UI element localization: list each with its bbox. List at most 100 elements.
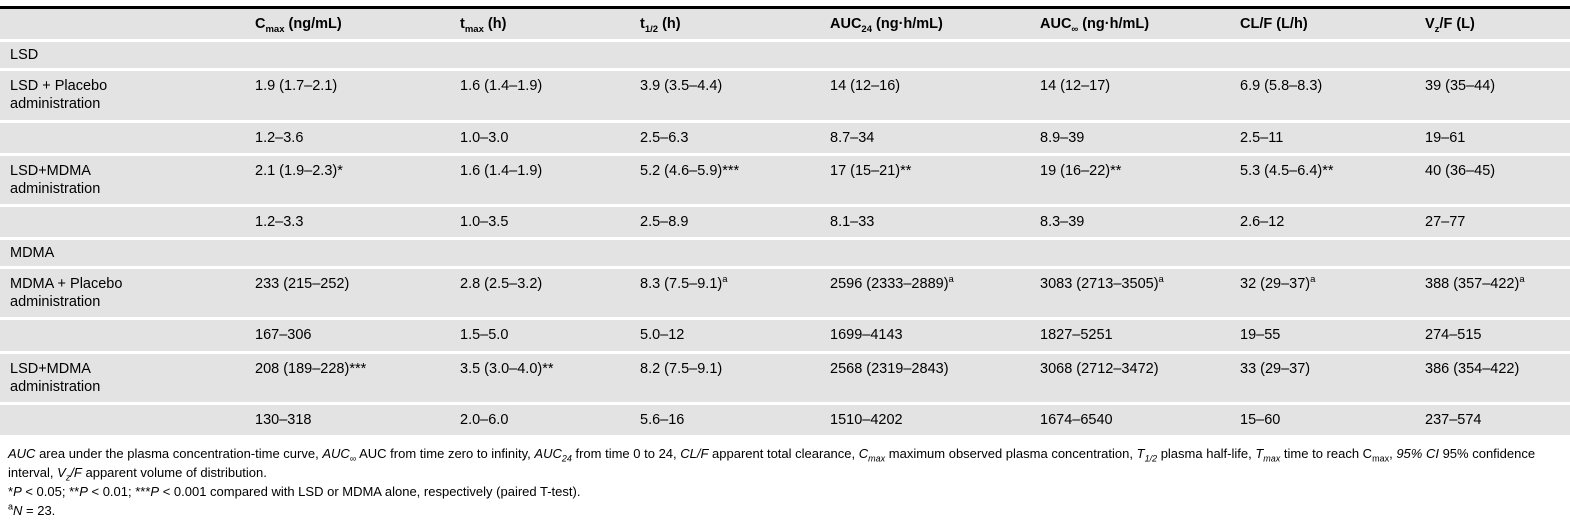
col-header-auc24: AUC24 (ng·h/mL)	[830, 9, 1040, 43]
table-cell: 233 (215–252)	[255, 269, 460, 321]
table-cell: 1.9 (1.7–2.1)	[255, 71, 460, 123]
table-cell: 1827–5251	[1040, 320, 1240, 354]
col-header-clf: CL/F (L/h)	[1240, 9, 1425, 43]
footnote-abbreviations: AUC area under the plasma concentration-…	[8, 445, 1536, 483]
table-cell: 2.5–8.9	[640, 206, 830, 240]
table-cell: 1.0–3.0	[460, 122, 640, 156]
table-cell: 2596 (2333–2889)a	[830, 269, 1040, 321]
table-cell: 2.5–6.3	[640, 122, 830, 156]
table-cell: 5.3 (4.5–6.4)**	[1240, 155, 1425, 207]
table-cell: 2.6–12	[1240, 206, 1425, 240]
table-cell: 5.6–16	[640, 404, 830, 438]
row-label: LSD + Placebo administration	[10, 78, 108, 113]
table-cell: 208 (189–228)***	[255, 353, 460, 405]
table-cell: 5.0–12	[640, 320, 830, 354]
range-row: 130–318 2.0–6.0 5.6–16 1510–4202 1674–65…	[0, 404, 1570, 438]
table-cell: 14 (12–16)	[830, 71, 1040, 123]
table-cell: 3068 (2712–3472)	[1040, 353, 1240, 405]
row-label-cell: LSD + Placebo administration	[0, 71, 255, 123]
table-cell: 1.2–3.3	[255, 206, 460, 240]
table-cell: 17 (15–21)**	[830, 155, 1040, 207]
table-cell: 1.0–3.5	[460, 206, 640, 240]
table-cell: 3.5 (3.0–4.0)**	[460, 353, 640, 405]
table-cell: 2.8 (2.5–3.2)	[460, 269, 640, 321]
row-label: LSD+MDMA administration	[10, 162, 101, 197]
table-cell: 237–574	[1425, 404, 1570, 438]
table-cell: 8.1–33	[830, 206, 1040, 240]
footnote-marker: a	[948, 274, 954, 286]
table-cell: 39 (35–44)	[1425, 71, 1570, 123]
table-cell: 2.0–6.0	[460, 404, 640, 438]
table-cell: 1.6 (1.4–1.9)	[460, 71, 640, 123]
table-cell: 1.6 (1.4–1.9)	[460, 155, 640, 207]
table-cell: 14 (12–17)	[1040, 71, 1240, 123]
pk-parameters-table: Cmax (ng/mL) tmax (h) t1/2 (h) AUC24 (ng…	[0, 6, 1570, 438]
row-label-cell: LSD+MDMA administration	[0, 353, 255, 405]
table-row-lsd-mdma-2: LSD+MDMA administration 208 (189–228)***…	[0, 353, 1570, 405]
table-cell: 33 (29–37)	[1240, 353, 1425, 405]
footnote-significance: *P < 0.05; **P < 0.01; ***P < 0.001 comp…	[8, 483, 581, 499]
table-cell: 1.5–5.0	[460, 320, 640, 354]
table-cell: 2568 (2319–2843)	[830, 353, 1040, 405]
table-cell: 130–318	[255, 404, 460, 438]
table-cell: 167–306	[255, 320, 460, 354]
table-cell: 8.3–39	[1040, 206, 1240, 240]
table-cell: 19 (16–22)**	[1040, 155, 1240, 207]
section-label: LSD	[0, 42, 1570, 72]
table-row-mdma-placebo: MDMA + Placebo administration 233 (215–2…	[0, 269, 1570, 321]
footnote-sample-size: aN = 23.	[8, 501, 56, 518]
table-cell: 27–77	[1425, 206, 1570, 240]
table-cell: 1510–4202	[830, 404, 1040, 438]
col-header-tmax: tmax (h)	[460, 9, 640, 43]
range-row: 1.2–3.3 1.0–3.5 2.5–8.9 8.1–33 8.3–39 2.…	[0, 206, 1570, 240]
table-cell: 1674–6540	[1040, 404, 1240, 438]
table-footnotes: AUC area under the plasma concentration-…	[0, 438, 1570, 521]
header-row: Cmax (ng/mL) tmax (h) t1/2 (h) AUC24 (ng…	[0, 9, 1570, 43]
table-cell: 1699–4143	[830, 320, 1040, 354]
col-header-thalf: t1/2 (h)	[640, 9, 830, 43]
table-cell: 6.9 (5.8–8.3)	[1240, 71, 1425, 123]
table-cell: 3083 (2713–3505)a	[1040, 269, 1240, 321]
table-cell: 19–61	[1425, 122, 1570, 156]
footnote-marker: a	[1519, 274, 1525, 286]
range-row: 167–306 1.5–5.0 5.0–12 1699–4143 1827–52…	[0, 320, 1570, 354]
table-cell: 8.9–39	[1040, 122, 1240, 156]
table-cell: 274–515	[1425, 320, 1570, 354]
table-cell: 8.3 (7.5–9.1)a	[640, 269, 830, 321]
table-cell: 8.7–34	[830, 122, 1040, 156]
table-cell: 386 (354–422)	[1425, 353, 1570, 405]
section-label: MDMA	[0, 240, 1570, 270]
table-cell: 2.5–11	[1240, 122, 1425, 156]
table-cell: 40 (36–45)	[1425, 155, 1570, 207]
table-cell: 32 (29–37)a	[1240, 269, 1425, 321]
col-header-empty	[0, 9, 255, 43]
col-header-aucinf: AUC∞ (ng·h/mL)	[1040, 9, 1240, 43]
table-cell: 15–60	[1240, 404, 1425, 438]
row-label-cell	[0, 320, 255, 354]
table-cell: 5.2 (4.6–5.9)***	[640, 155, 830, 207]
table-cell: 8.2 (7.5–9.1)	[640, 353, 830, 405]
row-label: LSD+MDMA administration	[10, 360, 101, 395]
row-label-cell	[0, 206, 255, 240]
col-header-vzf: Vz/F (L)	[1425, 9, 1570, 43]
row-label-cell	[0, 404, 255, 438]
section-row-lsd: LSD	[0, 42, 1570, 72]
row-label-cell	[0, 122, 255, 156]
col-header-cmax: Cmax (ng/mL)	[255, 9, 460, 43]
range-row: 1.2–3.6 1.0–3.0 2.5–6.3 8.7–34 8.9–39 2.…	[0, 122, 1570, 156]
footnote-marker: a	[1158, 274, 1164, 286]
footnote-marker: a	[722, 274, 728, 286]
footnote-marker: a	[1310, 274, 1316, 286]
row-label-cell: MDMA + Placebo administration	[0, 269, 255, 321]
table-cell: 2.1 (1.9–2.3)*	[255, 155, 460, 207]
table-cell: 1.2–3.6	[255, 122, 460, 156]
row-label-cell: LSD+MDMA administration	[0, 155, 255, 207]
section-row-mdma: MDMA	[0, 240, 1570, 270]
table-row-lsd-placebo: LSD + Placebo administration 1.9 (1.7–2.…	[0, 71, 1570, 123]
table-cell: 388 (357–422)a	[1425, 269, 1570, 321]
table-cell: 19–55	[1240, 320, 1425, 354]
row-label: MDMA + Placebo administration	[10, 276, 123, 311]
table-row-lsd-mdma: LSD+MDMA administration 2.1 (1.9–2.3)* 1…	[0, 155, 1570, 207]
table-cell: 3.9 (3.5–4.4)	[640, 71, 830, 123]
